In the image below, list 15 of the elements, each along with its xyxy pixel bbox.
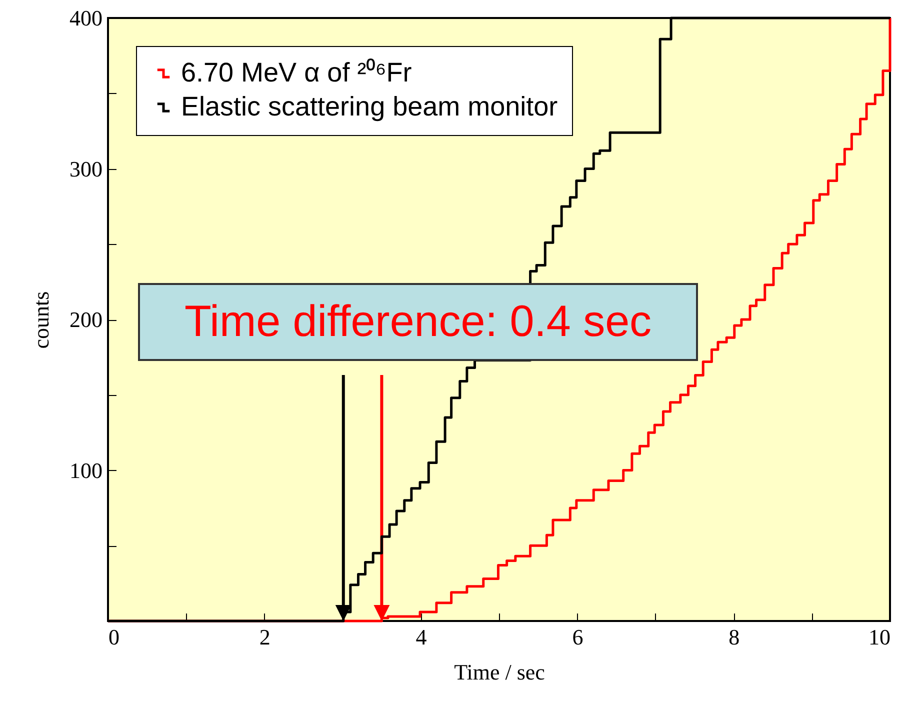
- legend-label: 6.70 MeV α of ²⁰⁶Fr: [181, 58, 412, 88]
- y-tick-label: 100: [70, 458, 102, 483]
- x-tick-label: 8: [728, 624, 740, 650]
- x-tick-label: 10: [868, 624, 890, 650]
- y-tick-label: 400: [70, 6, 102, 30]
- x-tick-label: 2: [259, 624, 270, 650]
- y-tick-label: 300: [70, 156, 102, 182]
- x-tick-label: 4: [416, 624, 427, 650]
- legend-label: Elastic scattering beam monitor: [181, 92, 558, 122]
- x-tick-label: 0: [108, 624, 120, 650]
- y-axis-title: counts: [28, 291, 54, 349]
- y-tick-label: 200: [70, 307, 102, 332]
- annotation: Time difference: 0.4 sec: [138, 283, 698, 361]
- x-tick-label: 6: [572, 624, 584, 650]
- x-axis-title: Time / sec: [454, 660, 546, 684]
